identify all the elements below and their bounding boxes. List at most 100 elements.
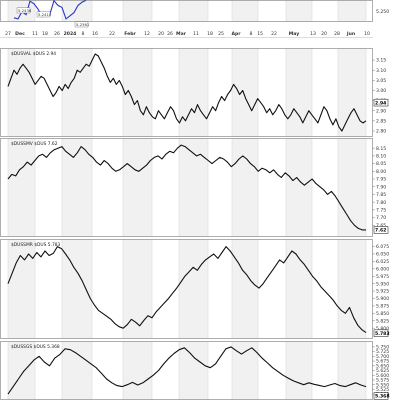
y-tick-label-1-2: 3.05 [376,78,386,84]
x-axis: 27 Dec 11 18 26 2024 8 16 22 Febr 12 20 26 Mar 11 18 25 A… [0,26,373,38]
panel-1-band-5 [286,48,312,137]
annotation-box-1 [36,11,51,18]
series-line-3 [7,246,367,334]
annotation-box-2 [74,21,89,28]
x-tick-label-1: Dec [15,31,25,37]
y-tick-label-3-10: 5.825 [376,318,389,324]
panel-1-band-4 [232,48,258,137]
y-tick-label-1-0: 3.15 [376,58,386,64]
y-tick-label-3-7: 5.900 [376,296,389,302]
panel-4-band-5 [286,341,312,400]
x-axis-strip [0,26,373,38]
y-tick-label-3-4: 5.975 [376,274,389,280]
panel-2-frame [0,138,373,237]
x-tick-label-12: 26 [167,31,173,37]
x-tick-label-19: 15 [257,31,263,37]
y-tick-label-3-6: 5.925 [376,289,389,295]
last-value-box-2 [373,226,389,234]
x-tick-label-23: 20 [321,31,327,37]
y-tick-label-3-5: 5.950 [376,281,389,287]
last-value-box-1 [373,98,389,107]
x-tick-label-21: May [289,31,300,37]
panel-0-band-3 [179,0,208,22]
panel-3-band-6 [338,239,366,339]
legend-3: $DUSSMR $DUS 5.783 [11,242,61,248]
panel-0-band-4 [232,0,258,22]
x-tick-label-7: 16 [92,31,98,37]
y-tick-label-4-4: 5.650 [376,363,389,369]
y-tick-label-4-2: 5.700 [376,354,389,360]
y-tick-label-2-8: 7.75 [376,207,386,213]
panel-3-band-5 [286,239,312,339]
y-tick-label-2-6: 7.85 [376,192,386,198]
panel-4-band-3 [179,341,208,400]
panel-1-band-3 [179,48,208,137]
panel-0: 5.250 [0,0,389,22]
y-tick-label-1-3: 3.00 [376,88,386,94]
y-tick-label-3-11: 5.800 [376,326,389,332]
last-value-label-2: 7.62 [375,228,386,234]
x-tick-label-0: 27 [5,31,11,37]
panel-1-band-0 [8,48,35,137]
y-tick-label-3-0: 6.075 [376,244,389,250]
chart-panels: 5.2503.153.103.053.002.952.902.852.80$DU… [0,0,390,400]
y-tick-label-4-9: 5.525 [376,387,389,393]
y-tick-label-1-1: 3.10 [376,68,386,74]
y-tick-label-2-3: 8.00 [376,169,386,175]
series-line-1 [7,53,367,132]
y-tick-label-1-5: 2.90 [376,108,386,114]
y-tick-label-4-1: 5.725 [376,349,389,355]
panel-2-band-5 [286,138,312,237]
x-tick-label-15: 18 [207,31,213,37]
last-value-label-4: 5.368 [375,394,390,400]
panel-2-band-2 [123,138,152,237]
y-tick-label-3-8: 5.875 [376,304,389,310]
x-tick-label-26: 10 [364,31,370,37]
x-tick-label-22: 13 [310,31,316,37]
panel-3-frame [0,239,373,339]
panel-2-band-4 [232,138,258,237]
panel-4-band-1 [62,341,92,400]
x-tick-label-11: 20 [158,31,164,37]
x-tick-label-18: 8 [250,31,253,37]
y-tick-label-4-7: 5.575 [376,378,389,384]
last-value-box-4 [373,392,389,400]
y-tick-label-1-6: 2.85 [376,118,386,124]
panel-0-band-5 [286,0,312,22]
x-tick-label-4: 26 [54,31,60,37]
panel-2-band-0 [8,138,35,237]
y-tick-label-4-8: 5.550 [376,382,389,388]
y-tick-label-4-5: 5.625 [376,368,389,374]
y-tick-label-2-7: 7.80 [376,200,386,206]
panel-2: 8.158.10 8.05 8.00 7.957.90 7.85 7.807.75 7.70… [0,138,389,237]
x-tick-label-14: 11 [193,31,199,37]
y-tick-label-3-9: 5.850 [376,311,389,317]
y-tick-label-2-5: 7.90 [376,184,386,190]
legend-2: $DUSSMV $DUS 7.62 [11,141,58,147]
panel-3-band-3 [179,239,208,339]
annotation-label-0: 5.2436 [18,8,32,13]
panel-4-band-2 [123,341,152,400]
y-tick-label-3-2: 6.025 [376,259,389,265]
last-value-label-3: 5.783 [375,331,390,337]
x-tick-label-17: Apr [231,31,241,37]
panel-1-frame [0,48,373,137]
y-tick-label-4-3: 5.675 [376,359,389,365]
y-tick-label-3-1: 6.050 [376,252,389,258]
annotation-label-1: 5.2410 [38,12,52,17]
legend-4: $DUSSGS $DUS 5.368 [11,344,60,350]
panel-1-band-1 [62,48,92,137]
y-tick-label-3-3: 6.000 [376,266,389,272]
last-value-label-1: 2.94 [375,100,386,106]
panel-3-band-4 [232,239,258,339]
panel-2-band-1 [62,138,92,237]
y-tick-label-4-6: 5.600 [376,373,389,379]
y-tick-label-4-0: 5.750 [376,344,389,350]
x-tick-label-9: Febr [124,31,136,37]
panel-0-band-2 [123,0,152,22]
panel-4-band-6 [338,341,366,400]
y-tick-label-0-1: 5.250 [376,9,389,15]
